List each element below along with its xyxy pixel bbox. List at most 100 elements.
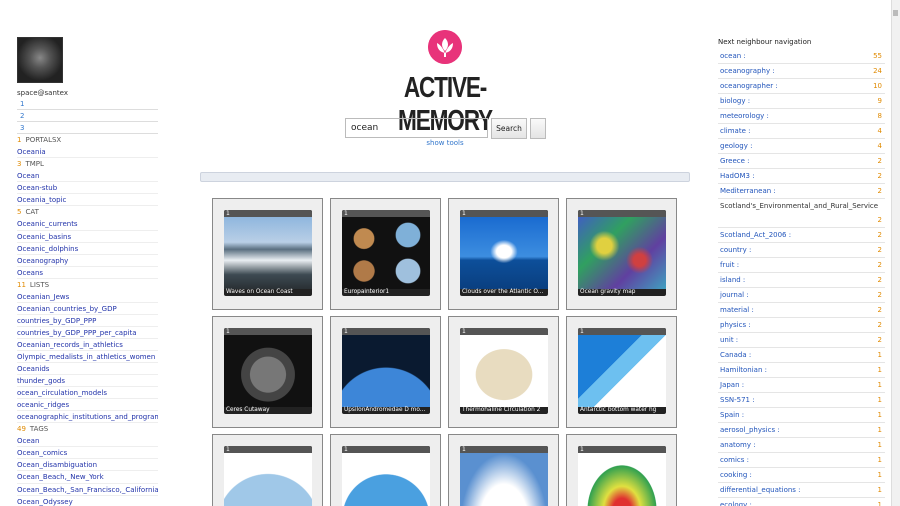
item-link[interactable]: oceanic_ridges [17, 401, 70, 410]
result-tile[interactable]: 1 [448, 434, 559, 506]
neighbour-link[interactable]: material : [720, 306, 754, 314]
thumbnail: 1 Ceres Cutaway [224, 328, 312, 414]
neighbour-link[interactable]: oceanography : [720, 67, 775, 75]
result-tile[interactable]: 1 UpsilonAndromedae D mo... [330, 316, 441, 428]
neighbour-count: 24 [873, 67, 882, 75]
neighbour-link[interactable]: ecology : [720, 501, 752, 506]
item-link[interactable]: Oceanian_Jews [17, 292, 70, 301]
item-link[interactable]: Ocean_disambiguation [17, 461, 98, 470]
neighbour-link[interactable]: SSN-571 : [720, 396, 755, 404]
result-tile[interactable]: 1 [212, 434, 323, 506]
item-link[interactable]: ocean_circulation_models [17, 389, 108, 398]
badge: 1 [224, 446, 312, 453]
neighbour-count: 1 [877, 351, 882, 359]
item-link[interactable]: Oceanic_basins [17, 232, 72, 241]
result-tile[interactable]: 1 Clouds over the Atlantic O... [448, 198, 559, 310]
item-link[interactable]: Oceania [17, 148, 46, 157]
neighbour-link[interactable]: meteorology : [720, 112, 769, 120]
item-link[interactable]: Ocean [17, 437, 40, 446]
image [224, 335, 312, 407]
item-link[interactable]: Oceanography [17, 256, 69, 265]
neighbour-row: unit : 2 [718, 333, 885, 348]
item-link[interactable]: Ocean [17, 172, 40, 181]
item-link[interactable]: thunder_gods [17, 377, 65, 386]
neighbour-link[interactable]: climate : [720, 127, 751, 135]
logo [428, 30, 462, 64]
neighbour-link[interactable]: Scotland_Act_2006 : [720, 231, 792, 239]
result-tile[interactable]: 1 [330, 434, 441, 506]
group-item: oceanographic_institutions_and_programs [17, 411, 158, 424]
result-tile[interactable]: 1 [566, 434, 677, 506]
item-link[interactable]: oceanographic_institutions_and_programs [17, 413, 158, 422]
neighbour-link[interactable]: differential_equations : [720, 486, 801, 494]
neighbour-link[interactable]: Mediterranean : [720, 187, 776, 195]
neighbour-link[interactable]: Spain : [720, 411, 745, 419]
item-link[interactable]: Ocean_Odyssey [17, 497, 73, 506]
neighbour-link[interactable]: comics : [720, 456, 749, 464]
page-link[interactable]: 3 [20, 124, 25, 133]
neighbour-link[interactable]: Japan : [720, 381, 745, 389]
scrollbar[interactable] [891, 0, 900, 506]
item-link[interactable]: Olympic_medalists_in_athletics_women [17, 352, 156, 361]
neighbour-count: 2 [877, 261, 882, 269]
item-link[interactable]: Oceanian_countries_by_GDP [17, 304, 117, 313]
neighbour-link[interactable]: geology : [720, 142, 753, 150]
neighbour-row: country : 2 [718, 243, 885, 258]
neighbour-link[interactable]: Canada : [720, 351, 752, 359]
item-link[interactable]: countries_by_GDP_PPP_per_capita [17, 328, 137, 337]
item-link[interactable]: Ocean-stub [17, 184, 58, 193]
neighbour-row: SSN-571 : 1 [718, 393, 885, 408]
item-link[interactable]: countries_by_GDP_PPP [17, 316, 97, 325]
neighbour-count: 1 [877, 426, 882, 434]
neighbour-link[interactable]: fruit : [720, 261, 740, 269]
neighbour-link[interactable]: biology : [720, 97, 751, 105]
item-link[interactable]: Ocean_Beach,_New_York [17, 473, 104, 482]
neighbour-link[interactable]: ocean : [720, 52, 746, 60]
extra-button[interactable] [530, 118, 546, 139]
page-link[interactable]: 2 [20, 112, 25, 121]
neighbour-link[interactable]: anatomy : [720, 441, 756, 449]
neighbour-link[interactable]: Scotland's_Environmental_and_Rural_Servi… [720, 202, 879, 210]
neighbour-link[interactable]: aerosol_physics : [720, 426, 780, 434]
neighbour-link[interactable]: Hamiltonian : [720, 366, 767, 374]
neighbour-link[interactable]: unit : [720, 336, 739, 344]
neighbour-count: 2 [877, 246, 882, 254]
neighbour-link[interactable]: cooking : [720, 471, 752, 479]
show-tools-link[interactable]: show tools [426, 139, 464, 147]
badge: 1 [460, 328, 548, 335]
group-item: Ocean-stub [17, 182, 158, 195]
neighbour-link[interactable]: journal : [720, 291, 749, 299]
neighbour-link[interactable]: island : [720, 276, 746, 284]
scroll-thumb[interactable] [893, 10, 898, 16]
result-tile[interactable]: 1 Thermohaline Circulation 2 [448, 316, 559, 428]
neighbour-link[interactable]: oceanographer : [720, 82, 778, 90]
result-tile[interactable]: 1 Ceres Cutaway [212, 316, 323, 428]
search-button[interactable]: Search [491, 118, 527, 139]
item-link[interactable]: Oceans [17, 268, 44, 277]
result-tile[interactable]: 1 Europainterior1 [330, 198, 441, 310]
caption: Clouds over the Atlantic O... [462, 289, 544, 295]
avatar [17, 37, 63, 83]
page-link[interactable]: 1 [20, 100, 25, 108]
group-item: countries_by_GDP_PPP [17, 315, 158, 327]
item-link[interactable]: Oceanic_dolphins [17, 244, 79, 253]
item-link[interactable]: Ocean_Beach,_San_Francisco,_California [17, 485, 158, 494]
neighbour-row: aerosol_physics : 1 [718, 423, 885, 438]
neighbour-link[interactable]: country : [720, 246, 752, 254]
search-input[interactable]: ocean [345, 118, 488, 138]
item-link[interactable]: Oceanids [17, 365, 50, 374]
caption: Antarctic bottom water hg [580, 407, 657, 413]
result-tile[interactable]: 1 Ocean gravity map [566, 198, 677, 310]
neighbour-link[interactable]: HadOM3 : [720, 172, 755, 180]
item-link[interactable]: Oceania_topic [17, 196, 67, 205]
result-tile[interactable]: 1 Antarctic bottom water hg [566, 316, 677, 428]
image [578, 453, 666, 506]
item-link[interactable]: Oceanic_currents [17, 220, 78, 229]
result-tile[interactable]: 1 Waves on Ocean Coast [212, 198, 323, 310]
neighbour-count: 8 [877, 112, 882, 120]
neighbour-link[interactable]: physics : [720, 321, 751, 329]
image [224, 217, 312, 289]
neighbour-link[interactable]: Greece : [720, 157, 750, 165]
item-link[interactable]: Oceanian_records_in_athletics [17, 340, 123, 349]
item-link[interactable]: Ocean_comics [17, 449, 68, 458]
